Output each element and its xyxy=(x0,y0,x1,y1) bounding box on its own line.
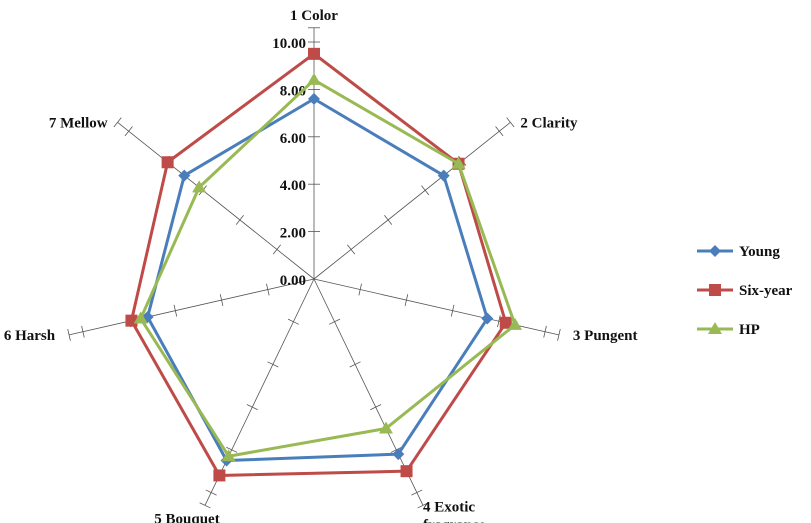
axis-tick-mark xyxy=(421,185,430,196)
axis-label-line: 2 Clarity xyxy=(520,115,578,131)
axis-tick-mark xyxy=(450,304,455,317)
axis-tick-mark xyxy=(349,361,361,368)
axis-line-5 xyxy=(204,278,315,506)
data-point xyxy=(451,156,466,169)
data-series xyxy=(125,47,523,482)
series-line xyxy=(146,97,489,463)
data-point xyxy=(213,469,226,482)
axis-line-3 xyxy=(313,278,560,336)
axis-tick-mark xyxy=(205,489,217,496)
axis-label-1: 1 Color xyxy=(290,8,338,24)
axis-end-tick xyxy=(557,328,561,341)
axis-end-tick xyxy=(199,502,211,509)
legend-item-young: Young xyxy=(697,244,780,260)
axis-label-line: 7 Mellow xyxy=(49,115,108,131)
series-line xyxy=(129,52,508,477)
data-point xyxy=(400,465,413,478)
axis-line-6 xyxy=(68,278,315,336)
axis-label-5: 5 Bouquet xyxy=(154,511,219,523)
axis-label-line: 4 Exotic xyxy=(423,499,475,515)
series-hp xyxy=(133,72,523,462)
axis-label-7: 7 Mellow xyxy=(49,115,108,131)
axis-labels: 1 Color 2 Clarity 3 Pungent 4 Exotic fragran… xyxy=(4,8,638,523)
axis-tick-mark xyxy=(390,446,402,453)
axis-label-line: fragrance xyxy=(423,517,486,523)
data-point xyxy=(508,317,523,330)
data-point xyxy=(481,312,494,325)
legend-item-hp: HP xyxy=(697,322,760,338)
axis-label-line: 1 Color xyxy=(290,8,338,24)
axis-tick-mark xyxy=(235,214,244,225)
data-point xyxy=(178,169,191,182)
axis-label-line: 3 Pungent xyxy=(573,328,638,344)
axis-tick-mark xyxy=(287,318,300,325)
series-six-year xyxy=(125,47,512,482)
data-point xyxy=(308,92,320,105)
axis-tick-mark xyxy=(384,214,393,225)
data-point xyxy=(307,72,321,85)
axis-end-tick xyxy=(113,117,122,128)
data-point xyxy=(133,311,148,324)
axis-line-2 xyxy=(313,122,511,280)
data-point xyxy=(437,169,450,182)
axis-tick-mark xyxy=(219,294,224,307)
data-point xyxy=(378,421,393,434)
axis-tick-mark xyxy=(411,489,423,496)
axis-tick-mark xyxy=(404,294,409,307)
axis-tick-mark xyxy=(226,446,238,453)
axis-tick-mark xyxy=(497,315,501,328)
legend: Young Six-year HP xyxy=(697,244,793,338)
series-line xyxy=(139,78,517,458)
radial-tick-label: 6.00 xyxy=(280,131,306,147)
axis-tick-mark xyxy=(81,325,85,338)
legend-marker xyxy=(709,245,721,257)
axis-label-6: 6 Harsh xyxy=(4,328,56,344)
axis-tick-mark xyxy=(328,318,341,325)
data-point xyxy=(308,47,320,60)
data-point xyxy=(499,316,512,329)
data-point xyxy=(161,156,174,169)
axis-tick-mark xyxy=(370,404,382,411)
axis-label-line: 6 Harsh xyxy=(4,328,56,344)
axis-line-7 xyxy=(117,122,315,280)
legend-label: HP xyxy=(739,322,760,338)
axis-label-2: 2 Clarity xyxy=(520,115,578,131)
axis-tick-mark xyxy=(267,361,279,368)
legend-marker xyxy=(708,322,722,334)
legend-marker xyxy=(709,284,721,296)
axis-tick-mark xyxy=(272,244,281,255)
axis-end-tick xyxy=(67,328,71,341)
axis-end-tick xyxy=(417,502,429,509)
axis-tick-mark xyxy=(495,126,504,137)
data-point xyxy=(392,448,405,461)
axis-label-4: 4 Exotic fragrance xyxy=(423,499,486,523)
axis-label-3: 3 Pungent xyxy=(573,328,638,344)
axis-label-line: 5 Bouquet xyxy=(154,511,219,523)
legend-label: Six-year xyxy=(739,283,793,299)
axis-tick-mark xyxy=(246,404,258,411)
axis-tick-mark xyxy=(173,304,178,317)
radial-tick-label: 0.00 xyxy=(280,273,306,289)
radial-tick-label: 2.00 xyxy=(280,226,306,242)
axis-end-tick xyxy=(506,117,515,128)
radial-tick-label: 4.00 xyxy=(280,178,306,194)
legend-item-six-year: Six-year xyxy=(697,283,793,299)
legend-label: Young xyxy=(739,244,780,260)
data-point xyxy=(192,180,207,193)
axis-tick-mark xyxy=(543,325,547,338)
series-young xyxy=(141,92,494,467)
radial-tick-label: 10.00 xyxy=(272,36,306,52)
axis-tick-mark xyxy=(266,283,270,296)
axis-tick-mark xyxy=(358,283,362,296)
axis-tick-mark xyxy=(124,126,133,137)
data-point xyxy=(221,449,236,462)
axis-tick-mark xyxy=(347,244,356,255)
data-point xyxy=(125,314,138,327)
